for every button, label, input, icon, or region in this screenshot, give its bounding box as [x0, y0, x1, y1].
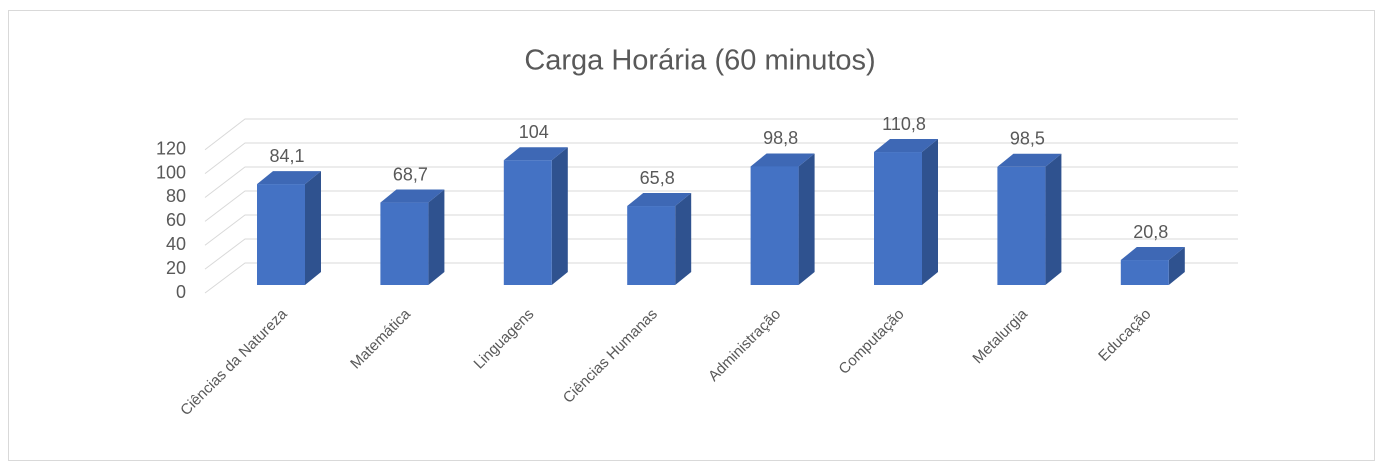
bar-side: [798, 153, 815, 285]
bar-front: [380, 202, 429, 285]
data-label: 110,8: [882, 114, 926, 134]
y-tick-label: 100: [156, 162, 186, 182]
data-label: 84,1: [269, 146, 304, 166]
bar-top: [874, 139, 938, 153]
bar: [627, 193, 692, 285]
bar-side: [675, 193, 692, 285]
bar: [874, 139, 938, 285]
bar-front: [997, 166, 1046, 285]
bar-front: [1120, 260, 1169, 285]
y-tick-label: 20: [166, 258, 186, 278]
grid-line: [204, 118, 1238, 151]
bar-front: [257, 184, 305, 285]
bar: [750, 153, 815, 285]
bar-side: [1168, 247, 1185, 285]
bar: [997, 153, 1062, 285]
data-label: 98,8: [763, 128, 798, 148]
bar-front: [503, 160, 552, 285]
data-label: 98,5: [1010, 129, 1045, 149]
bar-side: [922, 139, 938, 285]
bar-top: [257, 171, 321, 185]
bar: [380, 189, 445, 285]
bar-top: [997, 153, 1062, 167]
bar-top: [503, 147, 568, 161]
bar-side: [305, 171, 321, 285]
y-tick-label: 40: [166, 234, 186, 254]
data-label: 20,8: [1133, 222, 1168, 242]
chart-title: Carga Horária (60 minutos): [524, 45, 875, 77]
y-tick-label: 80: [166, 186, 186, 206]
bar-top: [627, 193, 692, 207]
bar: [257, 171, 321, 285]
bar-side: [551, 147, 568, 285]
y-tick-label: 60: [166, 210, 186, 230]
bar-top: [750, 153, 815, 167]
data-label: 65,8: [640, 168, 675, 188]
bar-side: [428, 189, 445, 285]
y-tick-label: 0: [176, 282, 186, 302]
bar-front: [627, 206, 676, 285]
bar: [1120, 247, 1185, 285]
bar-top: [1120, 247, 1185, 261]
bar-top: [380, 189, 445, 203]
data-label: 68,7: [393, 164, 428, 184]
data-label: 104: [519, 122, 549, 142]
bar: [503, 147, 568, 285]
bar-front: [874, 152, 922, 285]
bar-side: [1045, 153, 1062, 285]
chart-border: [8, 10, 1375, 461]
y-tick-label: 120: [156, 138, 186, 158]
bar-front: [750, 166, 799, 285]
